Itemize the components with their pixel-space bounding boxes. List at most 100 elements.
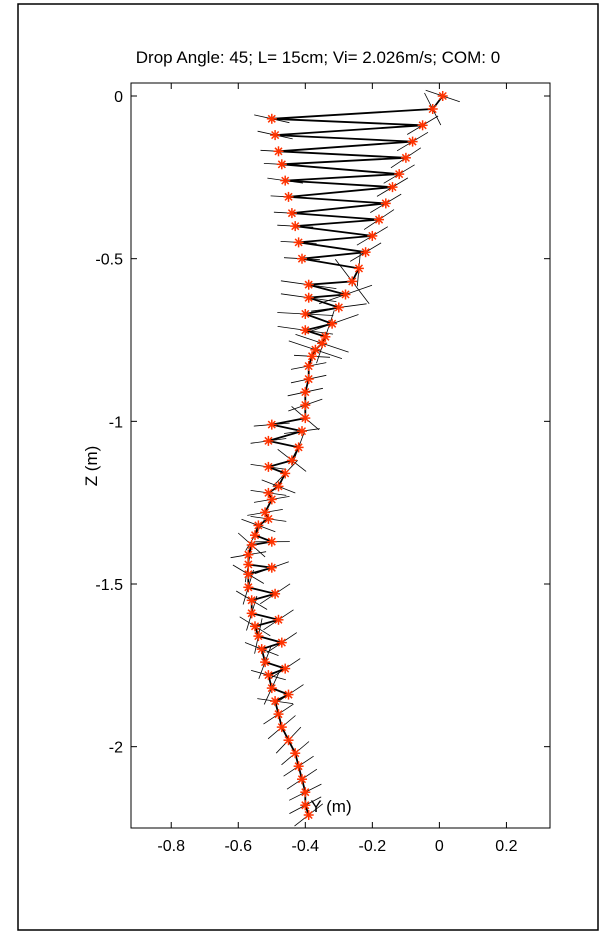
asterisk-stroke [428,104,437,114]
data-point [266,683,277,694]
asterisk-stroke [354,264,364,273]
x-axis-label: Y (m) [310,797,351,816]
asterisk-stroke [244,550,253,559]
data-point [300,387,311,398]
data-point [300,325,311,336]
asterisk-stroke [304,280,313,289]
asterisk-stroke [271,130,280,140]
asterisk-stroke [287,209,296,218]
asterisk-stroke [247,540,256,550]
asterisk-stroke [281,176,290,185]
asterisk-stroke [301,801,310,810]
x-tick-label: -0.8 [157,838,185,855]
asterisk-stroke [254,631,263,641]
data-point [367,230,378,241]
asterisk-stroke [368,231,377,240]
data-point [243,582,254,593]
data-point [283,191,294,202]
data-point [283,735,294,746]
data-point [300,309,311,319]
asterisk-stroke [361,248,370,257]
data-point [266,113,277,124]
data-point [347,276,358,287]
asterisk-stroke [334,303,343,312]
asterisk-stroke [244,570,253,579]
data-point [400,152,411,163]
asterisk-stroke [317,339,327,348]
data-point [353,263,364,274]
asterisk-stroke [348,277,357,286]
asterisk-stroke [277,638,286,647]
y-tick-label: -1.5 [95,577,123,594]
data-point [266,562,277,573]
asterisk-stroke [291,749,300,758]
data-point [286,208,297,219]
asterisk-stroke [267,563,276,572]
y-axis-label: Z (m) [82,446,101,487]
data-point [263,435,274,446]
data-point [327,318,338,329]
data-point [293,237,304,248]
asterisk-stroke [438,91,447,101]
data-point [253,520,264,531]
asterisk-stroke [274,147,283,156]
asterisk-stroke [301,414,310,423]
data-point [293,761,304,772]
asterisk-stroke [247,609,256,618]
data-point [290,221,301,232]
asterisk-stroke [284,192,293,201]
data-point [273,614,284,625]
asterisk-stroke [267,114,276,123]
data-point [273,481,284,492]
asterisk-stroke [264,436,273,445]
asterisk-stroke [304,361,313,371]
data-point [307,351,317,362]
data-point [273,146,284,157]
asterisk-stroke [281,469,290,478]
axes-box [130,82,551,829]
asterisk-stroke [301,788,310,797]
asterisk-stroke [281,664,290,673]
asterisk-stroke [254,521,263,530]
asterisk-stroke [244,583,253,592]
data-point [360,247,371,258]
asterisk-stroke [297,254,307,263]
data-point [246,595,257,606]
asterisk-stroke [294,762,303,771]
asterisk-stroke [304,293,313,302]
data-point [263,670,274,681]
data-point [243,559,254,570]
asterisk-stroke [250,622,260,631]
data-point [266,494,277,505]
data-point [303,810,314,820]
data-point [387,182,398,193]
data-point [340,289,351,300]
asterisk-stroke [267,420,276,429]
asterisk-stroke [408,137,417,146]
data-point [427,104,438,114]
asterisk-stroke [257,644,266,654]
data-point [303,292,314,303]
asterisk-stroke [304,810,313,820]
data-point [250,530,260,541]
asterisk-stroke [311,345,320,354]
asterisk-stroke [374,215,384,224]
asterisk-stroke [328,319,337,328]
y-tick-label: 0 [114,89,123,106]
chart-title: Drop Angle: 45; L= 15cm; Vi= 2.026m/s; C… [136,48,500,67]
data-point [394,169,405,180]
asterisk-stroke [260,508,270,517]
asterisk-stroke [284,690,293,699]
asterisk-stroke [277,160,286,169]
data-point [297,253,307,264]
data-point [263,513,274,524]
asterisk-stroke [284,736,293,745]
asterisk-stroke [274,615,283,624]
asterisk-stroke [297,775,307,784]
asterisk-stroke [301,309,310,319]
data-point [266,419,277,430]
data-point [270,588,281,599]
asterisk-stroke [271,589,280,598]
asterisk-stroke [388,183,397,192]
